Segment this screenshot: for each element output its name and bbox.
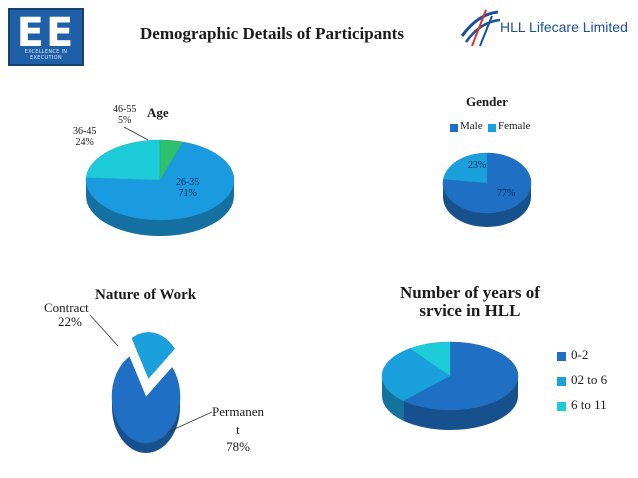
years-slice-side-1 (382, 376, 404, 421)
age-slice-top-1 (85, 139, 161, 181)
age-label-36-45: 36-45 24% (73, 126, 97, 148)
years-chart-title: Number of years of srvice in HLL (400, 284, 540, 320)
legend-label-6-to-11: 6 to 11 (571, 397, 607, 412)
work-leader-contract (89, 314, 119, 347)
age-cat-26-35: 26-35 (176, 177, 200, 188)
ee-logo: EE EXCELLENCE IN EXECUTION (8, 8, 84, 66)
age-slice-0 (85, 141, 235, 236)
age-slice-top-2 (159, 139, 184, 181)
work-slice-top-0 (111, 356, 181, 444)
years-slice-top-0 (402, 341, 519, 411)
legend-swatch-male (450, 124, 458, 132)
age-slice-side-0 (86, 180, 234, 236)
work-slice-side-0 (112, 397, 180, 453)
work-val-permanent: 78% (226, 439, 250, 455)
hll-logo-mark (460, 9, 501, 47)
legend-label-male: Male (460, 120, 483, 132)
work-cat-permanent: Permanen t (212, 404, 264, 437)
legend-label-female: Female (498, 120, 531, 132)
age-label-46-55: 46-55 5% (113, 104, 137, 126)
gender-slice-1 (443, 152, 488, 184)
legend-swatch-0-2 (557, 352, 566, 361)
work-chart-title: Nature of Work (95, 287, 197, 303)
work-cat-contract: Contract (44, 300, 89, 315)
work-val-contract: 22% (58, 313, 82, 329)
age-cat-46-55: 46-55 (113, 104, 137, 115)
years-slice-top-2 (409, 341, 451, 377)
years-slice-2 (409, 341, 451, 377)
age-chart-title: Age (147, 105, 169, 120)
hll-logo: HLL Lifecare Limited (458, 8, 634, 48)
years-title-line1: Number of years of (400, 283, 540, 302)
ee-logo-letters: EE (16, 10, 76, 56)
work-leader-permanent (167, 411, 213, 433)
gender-pie (442, 152, 532, 227)
gender-slice-top-0 (442, 152, 532, 214)
work-label-contract: Contract 22% (44, 301, 89, 328)
work-slice-top-1 (131, 332, 175, 379)
years-slice-top-1 (381, 348, 451, 402)
age-label-26-35: 26-35 71% (176, 177, 200, 199)
age-pie (85, 139, 235, 236)
legend-swatch-6-to-11 (557, 402, 566, 411)
work-slice-0 (111, 356, 181, 453)
years-title-line2: srvice in HLL (419, 300, 521, 320)
years-pie (381, 341, 519, 430)
gender-val-male: 77% (497, 188, 516, 199)
age-slice-top-0 (85, 141, 235, 221)
age-val-26-35: 71% (178, 187, 197, 199)
gender-slice-0 (442, 152, 532, 227)
years-slice-side-0 (403, 376, 518, 430)
work-slice-1 (131, 332, 175, 379)
work-label-permanent: Permanen t 78% (212, 403, 264, 456)
years-slice-0 (402, 341, 519, 430)
page-title: Demographic Details of Participants (140, 24, 404, 43)
legend-label-0-2: 0-2 (571, 347, 589, 362)
work-pie (111, 332, 181, 453)
legend-swatch-02-to-6 (557, 377, 566, 386)
gender-val-female: 23% (468, 160, 487, 171)
years-slice-1 (381, 348, 451, 421)
gender-slice-side-0 (443, 183, 531, 227)
age-cat-36-45: 36-45 (73, 126, 97, 137)
legend-label-02-to-6: 02 to 6 (571, 372, 608, 387)
age-leader-46-55 (123, 126, 149, 141)
gender-chart-title: Gender (466, 94, 508, 109)
age-slice-1 (85, 139, 161, 181)
age-val-46-55: 5% (118, 114, 132, 126)
ee-logo-tagline: EXCELLENCE IN EXECUTION (24, 49, 68, 61)
age-val-36-45: 24% (75, 136, 94, 148)
age-slice-2 (159, 139, 184, 181)
gender-slice-top-1 (443, 152, 488, 184)
legend-swatch-female (488, 124, 496, 132)
hll-logo-text: HLL Lifecare Limited (500, 19, 628, 35)
